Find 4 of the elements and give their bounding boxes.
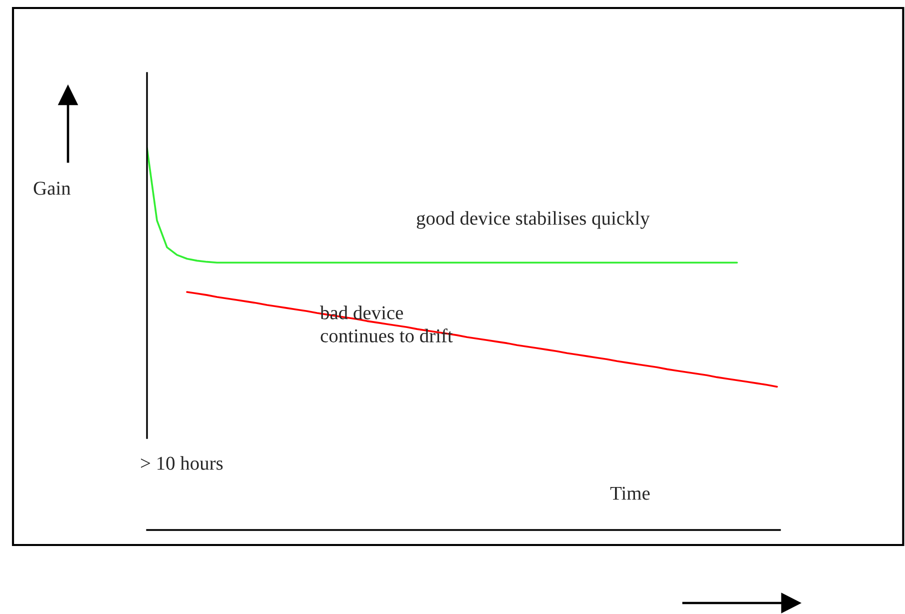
annotation: > 10 hours <box>140 456 223 470</box>
annotation: good device stabilises quickly <box>416 211 650 229</box>
x-axis-title: Time <box>610 486 650 500</box>
y-axis-title: Gain <box>34 182 70 195</box>
